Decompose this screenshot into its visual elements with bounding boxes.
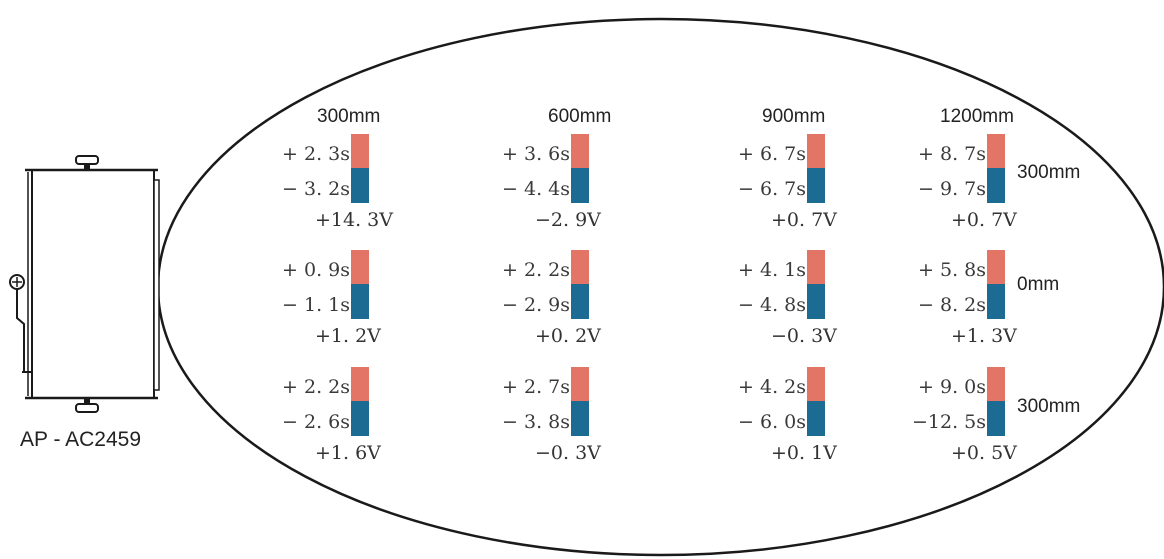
positive-time-value: + 2. 2s xyxy=(282,376,350,398)
column-distance-label: 900mm xyxy=(762,106,826,127)
column-distance-label: 1200mm xyxy=(940,106,1014,127)
voltage-value: +1. 3V xyxy=(951,325,1017,347)
voltage-value: +0. 7V xyxy=(771,209,837,231)
positive-time-bar xyxy=(351,367,369,401)
negative-time-value: − 2. 9s xyxy=(502,294,570,316)
row-offset-label: 300mm xyxy=(1017,396,1081,417)
positive-time-value: + 4. 1s xyxy=(738,259,806,281)
negative-time-bar xyxy=(987,168,1005,203)
voltage-value: −2. 9V xyxy=(535,209,601,231)
negative-time-bar xyxy=(987,401,1005,436)
negative-time-value: − 3. 2s xyxy=(282,178,350,200)
negative-time-value: − 6. 0s xyxy=(738,411,806,433)
negative-time-value: − 4. 8s xyxy=(738,294,806,316)
measurement-area-ellipse xyxy=(156,17,1164,557)
voltage-value: +1. 6V xyxy=(315,442,381,464)
voltage-value: −0. 3V xyxy=(535,442,601,464)
negative-time-bar xyxy=(351,168,369,203)
positive-time-value: + 8. 7s xyxy=(918,143,986,165)
negative-time-value: − 8. 2s xyxy=(918,294,986,316)
positive-time-value: + 2. 3s xyxy=(282,143,350,165)
voltage-value: −0. 3V xyxy=(771,325,837,347)
voltage-value: +0. 2V xyxy=(535,325,601,347)
positive-time-bar xyxy=(807,134,825,168)
column-distance-label: 300mm xyxy=(317,106,381,127)
device-icon xyxy=(9,155,160,413)
row-offset-label: 300mm xyxy=(1017,162,1081,183)
negative-time-value: − 1. 1s xyxy=(282,294,350,316)
positive-time-value: + 2. 2s xyxy=(502,259,570,281)
positive-time-bar xyxy=(571,367,589,401)
positive-time-bar xyxy=(571,134,589,168)
positive-time-value: + 0. 9s xyxy=(282,259,350,281)
negative-time-bar xyxy=(571,284,589,319)
voltage-value: +14. 3V xyxy=(315,209,393,231)
negative-time-value: − 2. 6s xyxy=(282,411,350,433)
positive-time-bar xyxy=(351,250,369,284)
positive-time-value: + 4. 2s xyxy=(738,376,806,398)
positive-time-bar xyxy=(807,367,825,401)
negative-time-value: − 6. 7s xyxy=(738,178,806,200)
positive-time-bar xyxy=(987,250,1005,284)
row-offset-label: 0mm xyxy=(1017,274,1060,295)
positive-time-value: + 3. 6s xyxy=(502,143,570,165)
positive-time-value: + 5. 8s xyxy=(918,259,986,281)
voltage-value: +0. 1V xyxy=(771,442,837,464)
device-label: AP - AC2459 xyxy=(20,428,142,451)
positive-time-bar xyxy=(807,250,825,284)
column-distance-label: 600mm xyxy=(548,106,612,127)
negative-time-bar xyxy=(571,401,589,436)
negative-time-bar xyxy=(807,168,825,203)
negative-time-value: − 3. 8s xyxy=(502,411,570,433)
negative-time-value: − 9. 7s xyxy=(918,178,986,200)
negative-time-bar xyxy=(987,284,1005,319)
positive-time-value: + 9. 0s xyxy=(918,376,986,398)
positive-time-bar xyxy=(987,367,1005,401)
positive-time-bar xyxy=(987,134,1005,168)
negative-time-value: −12. 5s xyxy=(911,411,986,433)
negative-time-bar xyxy=(571,168,589,203)
positive-time-value: + 2. 7s xyxy=(502,376,570,398)
negative-time-bar xyxy=(807,284,825,319)
positive-time-value: + 6. 7s xyxy=(738,143,806,165)
negative-time-bar xyxy=(351,401,369,436)
voltage-value: +1. 2V xyxy=(315,325,381,347)
positive-time-bar xyxy=(571,250,589,284)
voltage-value: +0. 7V xyxy=(951,209,1017,231)
negative-time-value: − 4. 4s xyxy=(502,178,570,200)
voltage-value: +0. 5V xyxy=(951,442,1017,464)
negative-time-bar xyxy=(807,401,825,436)
positive-time-bar xyxy=(351,134,369,168)
negative-time-bar xyxy=(351,284,369,319)
